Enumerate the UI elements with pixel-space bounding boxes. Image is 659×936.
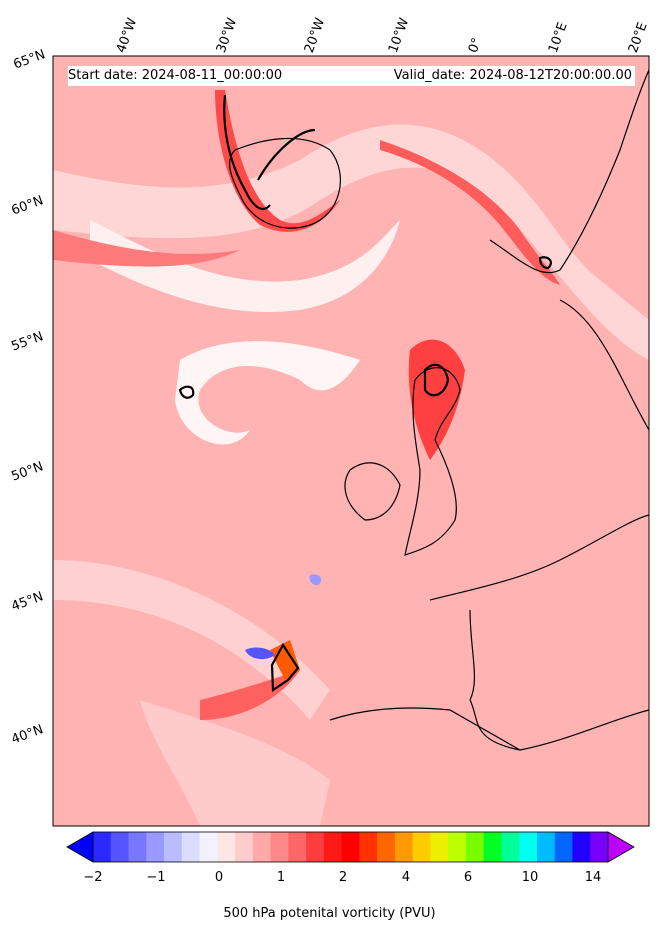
- cb-tick: 2: [338, 870, 348, 885]
- colorbar-swatch: [323, 832, 343, 862]
- colorbar-swatch: [412, 832, 431, 862]
- cb-tick: −1: [146, 870, 166, 885]
- colorbar-swatch: [181, 832, 201, 862]
- pv-field: [53, 56, 649, 826]
- colorbar-swatch: [554, 832, 573, 862]
- colorbar-swatch: [146, 832, 165, 862]
- colorbar-swatch: [270, 832, 289, 862]
- cb-tick: 4: [401, 870, 411, 885]
- colorbar-frame: [92, 831, 609, 863]
- colorbar-swatch: [377, 832, 396, 862]
- colorbar: [66, 831, 635, 863]
- colorbar-swatch: [536, 832, 556, 862]
- colorbar-swatch: [217, 832, 236, 862]
- colorbar-swatch: [93, 832, 112, 862]
- cb-tick: 6: [463, 870, 473, 885]
- colorbar-swatch: [483, 832, 502, 862]
- colorbar-swatch: [306, 832, 325, 862]
- colorbar-title: 500 hPa potenital vorticity (PVU): [223, 906, 436, 921]
- colorbar-swatch: [394, 832, 414, 862]
- cb-tick: 0: [214, 870, 224, 885]
- colorbar-swatch: [252, 832, 272, 862]
- cb-tick: 14: [584, 870, 602, 885]
- map-frame: [52, 55, 650, 827]
- colorbar-extend-max: [607, 831, 635, 863]
- colorbar-swatch: [465, 832, 485, 862]
- cb-tick: 1: [276, 870, 286, 885]
- colorbar-swatch: [448, 832, 467, 862]
- coastlines: [228, 69, 649, 751]
- colorbar-swatch: [199, 832, 218, 862]
- colorbar-swatch: [341, 832, 360, 862]
- cb-tick: 10: [521, 870, 539, 885]
- start-date-label: Start date: 2024-08-11_00:00:00: [68, 66, 368, 86]
- colorbar-swatch: [128, 832, 147, 862]
- colorbar-swatch: [288, 832, 307, 862]
- colorbar-extend-min: [66, 831, 94, 863]
- colorbar-swatch: [110, 832, 130, 862]
- valid-date-label: Valid_date: 2024-08-12T20:00:00.00: [368, 66, 635, 86]
- colorbar-swatch: [572, 832, 591, 862]
- colorbar-swatch: [430, 832, 449, 862]
- colorbar-swatch: [235, 832, 254, 862]
- colorbar-swatch: [590, 832, 609, 862]
- pv-contours: [178, 94, 552, 693]
- cb-tick: −2: [83, 870, 103, 885]
- colorbar-swatch: [501, 832, 520, 862]
- colorbar-swatch: [519, 832, 538, 862]
- colorbar-swatch: [164, 832, 183, 862]
- colorbar-swatch: [359, 832, 378, 862]
